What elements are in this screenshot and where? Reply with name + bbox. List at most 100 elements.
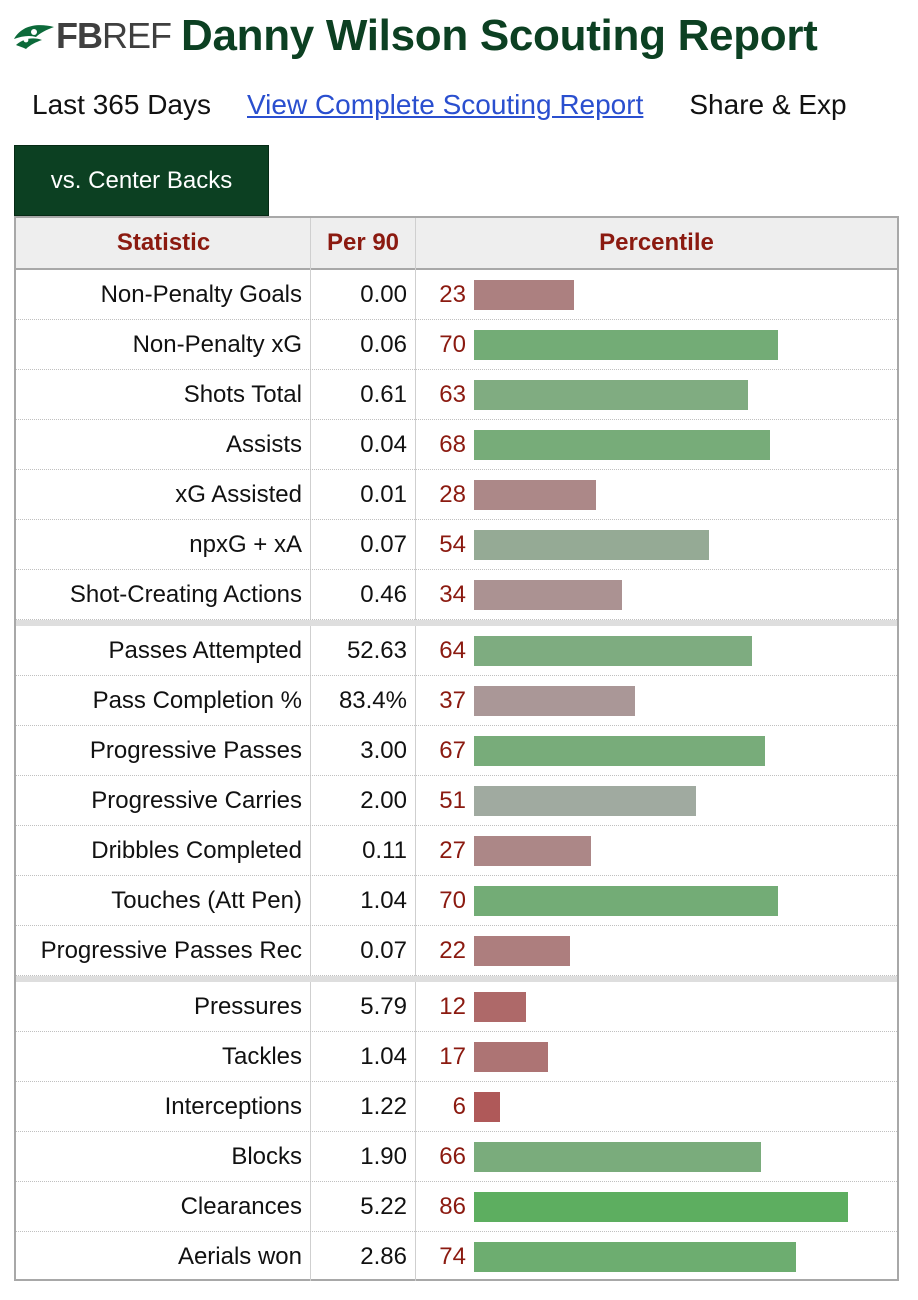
table-row: Pass Completion % 83.4% 37 bbox=[16, 676, 897, 726]
percentile-bar bbox=[474, 380, 748, 410]
table-row: Non-Penalty xG 0.06 70 bbox=[16, 320, 897, 370]
table-row: Shots Total 0.61 63 bbox=[16, 370, 897, 420]
table-row: Shot-Creating Actions 0.46 34 bbox=[16, 570, 897, 620]
percentile-value: 12 bbox=[439, 993, 466, 1020]
per90-value: 0.00 bbox=[360, 281, 407, 308]
date-range-label: Last 365 Days bbox=[32, 89, 211, 120]
per90-value: 0.07 bbox=[360, 937, 407, 964]
stat-name: Aerials won bbox=[177, 1243, 302, 1270]
percentile-bar bbox=[474, 686, 635, 716]
stat-name: Progressive Carries bbox=[91, 787, 302, 814]
per90-value: 0.04 bbox=[360, 431, 407, 458]
percentile-bar bbox=[474, 330, 778, 360]
stat-name: Passes Attempted bbox=[108, 637, 302, 664]
per90-value: 2.00 bbox=[360, 787, 407, 814]
stat-name: xG Assisted bbox=[175, 481, 302, 508]
per90-value: 52.63 bbox=[346, 637, 407, 664]
stat-name: npxG + xA bbox=[189, 531, 302, 558]
per90-value: 3.00 bbox=[360, 737, 407, 764]
stat-name: Interceptions bbox=[164, 1093, 302, 1120]
percentile-value: 67 bbox=[439, 737, 466, 764]
stat-name: Assists bbox=[225, 431, 302, 458]
percentile-bar bbox=[474, 886, 778, 916]
column-header-statistic: Statistic bbox=[116, 229, 211, 256]
table-row: Progressive Passes 3.00 67 bbox=[16, 726, 897, 776]
fbref-logo[interactable]: FBREF bbox=[12, 15, 172, 56]
column-header-percentile: Percentile bbox=[599, 229, 714, 256]
percentile-bar bbox=[474, 992, 526, 1022]
percentile-bar bbox=[474, 1192, 848, 1222]
logo-fb: FB bbox=[56, 15, 103, 56]
percentile-bar bbox=[474, 1142, 761, 1172]
logo-wordmark: FBREF bbox=[56, 15, 172, 56]
percentile-bar bbox=[474, 1042, 548, 1072]
per90-value: 1.04 bbox=[360, 1043, 407, 1070]
stat-name: Pass Completion % bbox=[92, 687, 302, 714]
stat-name: Shot-Creating Actions bbox=[69, 581, 302, 608]
percentile-bar bbox=[474, 736, 765, 766]
table-row: Progressive Carries 2.00 51 bbox=[16, 776, 897, 826]
per90-value: 0.07 bbox=[360, 531, 407, 558]
table-row: Assists 0.04 68 bbox=[16, 420, 897, 470]
percentile-value: 63 bbox=[439, 381, 466, 408]
percentile-value: 22 bbox=[439, 937, 466, 964]
table-row: Clearances 5.22 86 bbox=[16, 1182, 897, 1232]
per90-value: 2.86 bbox=[360, 1243, 407, 1270]
percentile-value: 66 bbox=[439, 1143, 466, 1170]
percentile-value: 27 bbox=[439, 837, 466, 864]
column-header-per90: Per 90 bbox=[326, 229, 400, 256]
per90-value: 0.61 bbox=[360, 381, 407, 408]
share-export-menu[interactable]: Share & Exp bbox=[689, 89, 847, 120]
stat-name: Shots Total bbox=[183, 381, 302, 408]
percentile-value: 74 bbox=[439, 1243, 466, 1270]
percentile-bar bbox=[474, 936, 570, 966]
stat-name: Dribbles Completed bbox=[91, 837, 302, 864]
stat-name: Pressures bbox=[193, 993, 302, 1020]
column-divider bbox=[415, 218, 416, 1281]
table-row: Pressures 5.79 12 bbox=[16, 982, 897, 1032]
table-row: Aerials won 2.86 74 bbox=[16, 1232, 897, 1281]
percentile-bar bbox=[474, 480, 596, 510]
scouting-stats-table: Statistic Per 90 Percentile Non-Penalty … bbox=[14, 216, 899, 1281]
table-row: Passes Attempted 52.63 64 bbox=[16, 626, 897, 676]
per90-value: 5.22 bbox=[360, 1193, 407, 1220]
table-row: Tackles 1.04 17 bbox=[16, 1032, 897, 1082]
stat-name: Touches (Att Pen) bbox=[111, 887, 302, 914]
per90-value: 0.01 bbox=[360, 481, 407, 508]
percentile-value: 68 bbox=[439, 431, 466, 458]
table-row: Blocks 1.90 66 bbox=[16, 1132, 897, 1182]
table-row: Non-Penalty Goals 0.00 23 bbox=[16, 270, 897, 320]
percentile-value: 64 bbox=[439, 637, 466, 664]
per90-value: 1.04 bbox=[360, 887, 407, 914]
table-row: npxG + xA 0.07 54 bbox=[16, 520, 897, 570]
percentile-value: 54 bbox=[439, 531, 466, 558]
page-title: Danny Wilson Scouting Report bbox=[181, 11, 818, 60]
percentile-bar bbox=[474, 836, 591, 866]
per90-value: 1.22 bbox=[360, 1093, 407, 1120]
per90-value: 0.46 bbox=[360, 581, 407, 608]
percentile-value: 86 bbox=[439, 1193, 466, 1220]
per90-value: 0.11 bbox=[362, 837, 407, 864]
percentile-bar bbox=[474, 1092, 500, 1122]
view-complete-report-link[interactable]: View Complete Scouting Report bbox=[247, 89, 644, 120]
percentile-bar bbox=[474, 430, 770, 460]
report-subnav: Last 365 Days View Complete Scouting Rep… bbox=[32, 84, 847, 126]
group-separator bbox=[16, 620, 897, 626]
percentile-value: 17 bbox=[439, 1043, 466, 1070]
stat-name: Non-Penalty xG bbox=[132, 331, 302, 358]
percentile-bar bbox=[474, 280, 574, 310]
logo-ref: REF bbox=[102, 15, 172, 56]
stat-name: Tackles bbox=[221, 1043, 302, 1070]
per90-value: 5.79 bbox=[360, 993, 407, 1020]
per90-value: 83.4% bbox=[338, 687, 407, 714]
stat-name: Progressive Passes Rec bbox=[40, 937, 302, 964]
table-row: Progressive Passes Rec 0.07 22 bbox=[16, 926, 897, 976]
table-row: xG Assisted 0.01 28 bbox=[16, 470, 897, 520]
percentile-value: 34 bbox=[439, 581, 466, 608]
stat-name: Non-Penalty Goals bbox=[100, 281, 302, 308]
percentile-bar bbox=[474, 786, 696, 816]
tab-vs-center-backs[interactable]: vs. Center Backs bbox=[14, 145, 269, 216]
percentile-value: 23 bbox=[439, 281, 466, 308]
percentile-value: 70 bbox=[439, 887, 466, 914]
table-row: Dribbles Completed 0.11 27 bbox=[16, 826, 897, 876]
